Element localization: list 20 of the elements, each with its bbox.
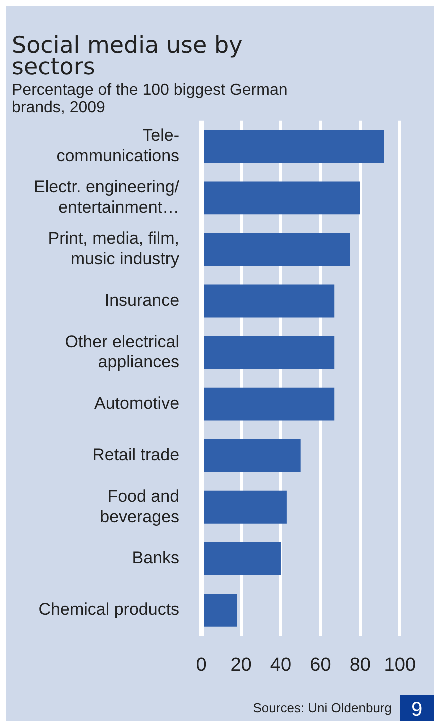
chart-title: Social media use by sectors [12, 32, 243, 81]
y-tick-label: Automotive [94, 394, 180, 414]
y-tick-label: Banks [132, 548, 180, 568]
page-number-badge: 9 [400, 695, 434, 721]
y-tick-label: Chemical products [38, 600, 180, 620]
x-tick-label: 80 [350, 654, 371, 676]
y-tick-label: Print, media, film, music industry [48, 229, 180, 269]
x-tick-label: 0 [196, 654, 207, 676]
x-tick-label: 60 [310, 654, 332, 676]
y-tick-label: Tele- communications [56, 126, 180, 166]
y-tick-label: Retail trade [92, 446, 180, 465]
y-tick-label: Electr. engineering/ entertainment… [34, 178, 180, 218]
x-tick-label: 40 [270, 654, 292, 676]
y-tick-label: Food and beverages [100, 486, 180, 526]
y-tick-label: Other electrical appliances [65, 332, 180, 372]
source-note: Sources: Uni Oldenburg [253, 700, 392, 716]
x-tick-label: 20 [230, 654, 252, 676]
chart-subtitle: Percentage of the 100 biggest German brands, 2009 [12, 82, 288, 117]
x-tick-label: 100 [384, 654, 416, 676]
y-tick-label: Insurance [104, 290, 180, 310]
